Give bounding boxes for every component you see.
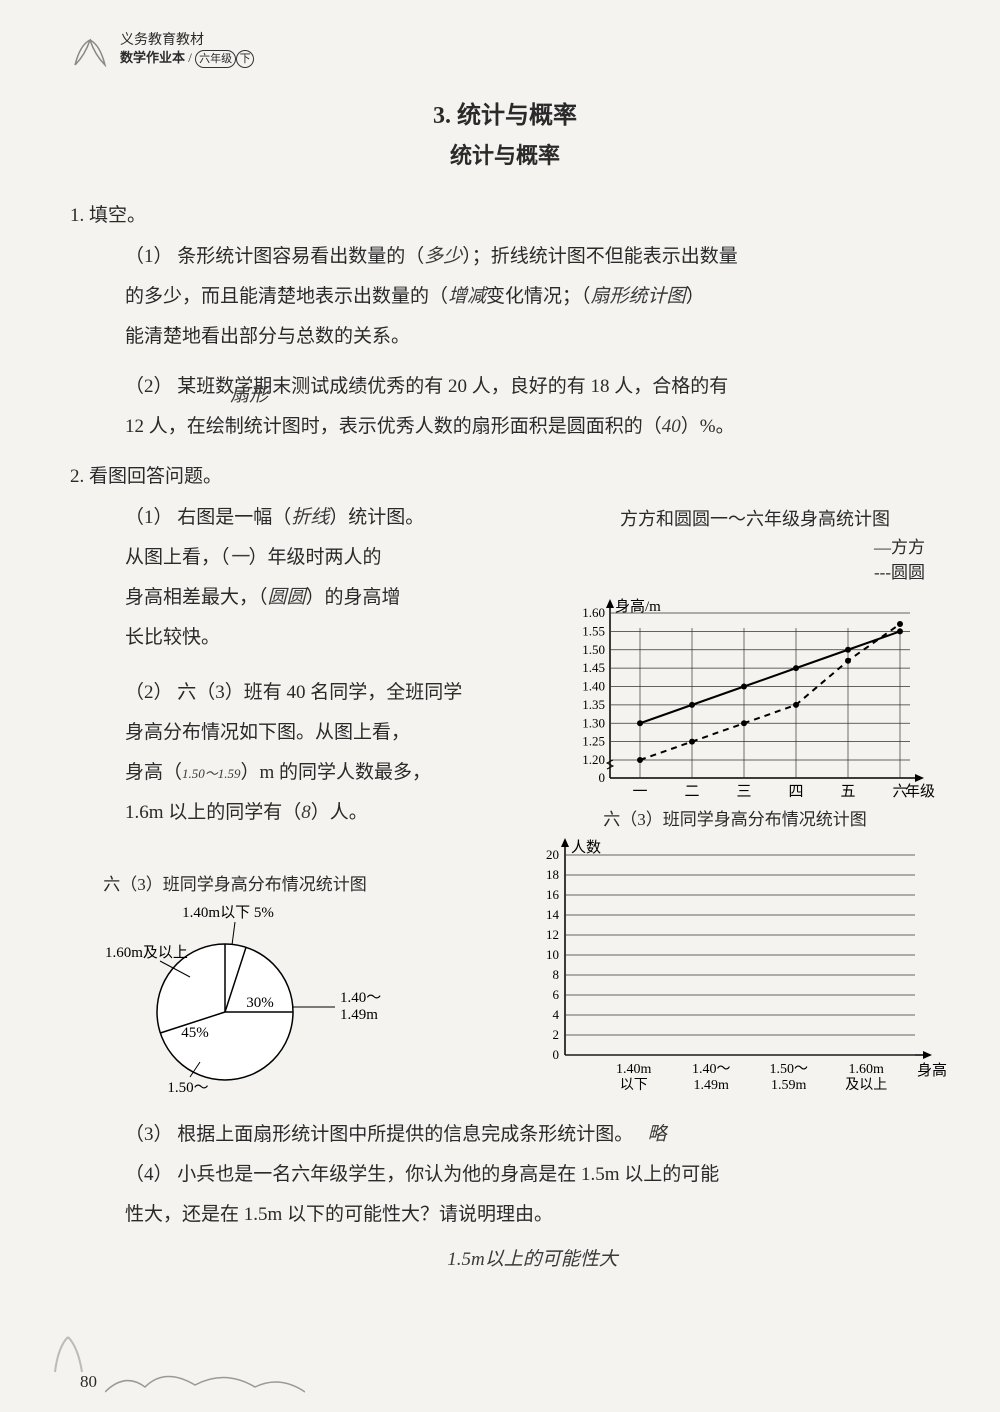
svg-text:1.60m及以上: 1.60m及以上	[105, 944, 188, 961]
line-chart-svg: 身高/m 年级 1.20 1.25 1.30 1.35 1.40 1.45 1.50 1.55 1.…	[555, 583, 945, 803]
bar-chart-svg: 人数身高 0 2 4 6 8 10 12 14 16 18 20 1.40m以下 1.40～1.49m 1.…	[520, 830, 950, 1110]
svg-text:六: 六	[892, 783, 907, 800]
header-text: 义务教育教材 数学作业本 / 六年级下	[120, 32, 254, 68]
answer-2-1c: 圆圆	[268, 587, 306, 608]
svg-text:14: 14	[546, 907, 560, 922]
answer-1-1a: 多少	[424, 246, 462, 267]
svg-text:三: 三	[736, 784, 751, 800]
svg-text:及以上: 及以上	[845, 1077, 887, 1093]
svg-text:0: 0	[599, 770, 606, 785]
svg-text:16: 16	[546, 887, 560, 902]
svg-text:1.45: 1.45	[582, 660, 605, 675]
svg-text:1.59m: 1.59m	[771, 1078, 807, 1093]
header-line1: 义务教育教材	[120, 32, 254, 50]
pie-chart-svg: 1.40m以下 5%1.60m及以上1.40～1.49m30%45%1.50～1…	[60, 897, 410, 1097]
answer-2-4: 1.5m以上的可能性大	[125, 1240, 940, 1280]
page-header: 义务教育教材 数学作业本 / 六年级下	[70, 30, 940, 70]
q2-3: （3） 根据上面扇形统计图中所提供的信息完成条形统计图。 略	[125, 1115, 940, 1155]
svg-text:身高/m: 身高/m	[615, 598, 661, 615]
q2-heading: 2. 看图回答问题。	[70, 461, 940, 488]
q2-4: （4） 小兵也是一名六年级学生，你认为他的身高是在 1.5m 以上的可能 性大，…	[125, 1155, 940, 1235]
corner-logo-icon	[50, 1327, 90, 1377]
svg-text:以下: 以下	[620, 1078, 648, 1093]
answer-2-3: 略	[648, 1124, 667, 1145]
svg-text:1.50～: 1.50～	[167, 1080, 208, 1096]
q2-2: （2） 六（3）班有 40 名同学，全班同学 身高分布情况如下图。从图上看， 身…	[125, 673, 500, 833]
svg-text:1.40m以下 5%: 1.40m以下 5%	[182, 905, 274, 921]
svg-text:四: 四	[788, 784, 803, 800]
svg-text:一: 一	[632, 784, 647, 800]
svg-text:1.55: 1.55	[582, 623, 605, 638]
answer-1-2: 40	[662, 416, 681, 437]
answer-1-1b: 增减	[448, 286, 486, 307]
svg-text:1.49m: 1.49m	[340, 1007, 378, 1023]
section-title: 统计与概率	[70, 138, 940, 170]
pie-chart-title: 六（3）班同学身高分布情况统计图	[60, 870, 410, 895]
q2-1: （1） 右图是一幅（折线）统计图。 从图上看，（一）年级时两人的 身高相差最大，…	[125, 498, 500, 658]
answer-2-2b: 8	[301, 802, 311, 823]
svg-text:1.30: 1.30	[582, 715, 605, 730]
svg-text:6: 6	[553, 987, 560, 1002]
svg-text:1.60m: 1.60m	[849, 1062, 885, 1077]
line-chart: 方方和圆圆一～六年级身高统计图 —方方 ---圆圆 身高/m 年级 1.20 1.25…	[555, 505, 955, 808]
hand-note: 扇形	[230, 376, 270, 416]
svg-text:1.40: 1.40	[582, 679, 605, 694]
svg-text:1.49m: 1.49m	[694, 1078, 730, 1093]
line-chart-title: 方方和圆圆一～六年级身高统计图	[555, 505, 955, 531]
bar-chart: 六（3）班同学身高分布情况统计图 人数身高 0 2 4 6 8 10 12 14 16 18 20 1.…	[520, 805, 950, 1115]
svg-text:8: 8	[553, 967, 560, 982]
svg-text:0: 0	[553, 1047, 560, 1062]
answer-2-2a: 1.50～1.59	[182, 766, 241, 781]
svg-text:1.20: 1.20	[582, 752, 605, 767]
svg-text:12: 12	[546, 927, 559, 942]
svg-text:二: 二	[684, 784, 699, 800]
svg-text:18: 18	[546, 867, 559, 882]
svg-text:30%: 30%	[246, 995, 274, 1011]
q1-1: （1） 条形统计图容易看出数量的（多少）；折线统计图不但能表示出数量 的多少，而…	[125, 237, 940, 357]
svg-text:45%: 45%	[181, 1025, 209, 1041]
line-chart-legend: —方方 ---圆圆	[555, 533, 955, 583]
svg-text:人数: 人数	[571, 839, 601, 856]
svg-text:身高: 身高	[917, 1062, 947, 1079]
svg-text:10: 10	[546, 947, 559, 962]
svg-text:2: 2	[553, 1027, 560, 1042]
cloud-decoration-icon	[105, 1367, 305, 1397]
header-line2: 数学作业本 / 六年级下	[120, 50, 254, 68]
answer-2-1b: 一	[230, 547, 249, 568]
answer-1-1c: 扇形统计图	[591, 286, 686, 307]
svg-text:1.40～: 1.40～	[340, 990, 381, 1006]
chapter-title: 3. 统计与概率	[70, 95, 940, 130]
q2-34: （3） 根据上面扇形统计图中所提供的信息完成条形统计图。 略 （4） 小兵也是一…	[125, 1115, 940, 1280]
pie-chart: 六（3）班同学身高分布情况统计图 1.40m以下 5% 1.60m及以上 1.40～…	[60, 870, 410, 1102]
bar-chart-title: 六（3）班同学身高分布情况统计图	[520, 805, 950, 830]
svg-text:年级: 年级	[905, 783, 935, 800]
svg-text:20: 20	[546, 847, 559, 862]
svg-text:1.60: 1.60	[582, 605, 605, 620]
svg-text:1.25: 1.25	[582, 734, 605, 749]
svg-text:1.35: 1.35	[582, 697, 605, 712]
svg-text:1.50～: 1.50～	[770, 1062, 809, 1077]
book-logo-icon	[70, 30, 110, 70]
svg-text:1.40m: 1.40m	[616, 1062, 652, 1077]
svg-text:五: 五	[840, 784, 855, 800]
svg-text:1.50: 1.50	[582, 642, 605, 657]
svg-text:4: 4	[553, 1007, 560, 1022]
svg-text:1.40～: 1.40～	[692, 1062, 731, 1077]
answer-2-1a: 折线	[291, 507, 329, 528]
q1-heading: 1. 填空。	[70, 200, 940, 227]
